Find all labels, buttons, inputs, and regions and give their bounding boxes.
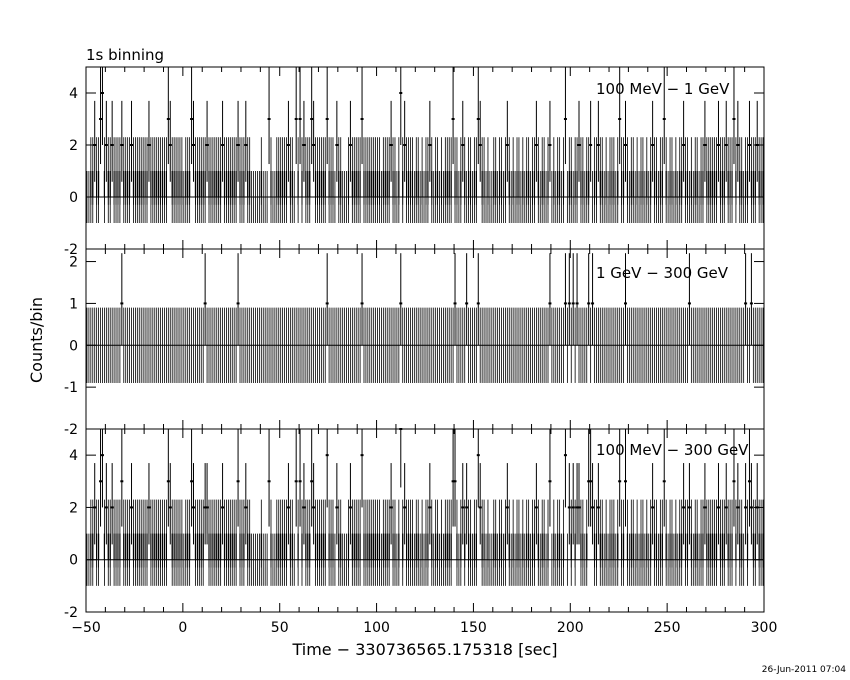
x-tick-label: 200 — [557, 620, 584, 636]
x-tick-label: −50 — [71, 620, 101, 636]
panel-1: -2 -1 0 1 2 1 GeV − 300 GeV — [64, 248, 765, 438]
panel-0-x-ticks — [85, 67, 765, 249]
y-tick-label: -2 — [64, 242, 78, 258]
panel-2: -2 0 2 4 100 MeV − 300 GeV — [64, 428, 765, 621]
x-tick-label: 100 — [363, 620, 390, 636]
y-tick-label: 1 — [69, 296, 78, 312]
panel-2-frame — [85, 428, 765, 613]
y-tick-label: 4 — [69, 86, 78, 102]
panel-1-energy-label: 1 GeV − 300 GeV — [596, 264, 729, 282]
y-tick-label: -2 — [64, 422, 78, 438]
y-tick-label: 2 — [69, 255, 78, 271]
x-axis-label: Time − 330736565.175318 [sec] — [291, 640, 557, 659]
y-tick-label: -2 — [64, 605, 78, 621]
panel-2-x-ticks — [85, 429, 765, 612]
panel-0-energy-label: 100 MeV − 1 GeV — [596, 80, 730, 98]
y-tick-label: 4 — [69, 448, 78, 464]
panel-1-x-ticks — [85, 249, 765, 429]
timestamp-text: 26-Jun-2011 07:04 — [762, 665, 846, 675]
x-tick-label: 50 — [271, 620, 289, 636]
y-axis-label: Counts/bin — [27, 297, 46, 383]
y-tick-label: 2 — [69, 500, 78, 516]
x-tick-label: 150 — [460, 620, 487, 636]
x-tick-label: 300 — [751, 620, 778, 636]
y-tick-label: 0 — [69, 553, 78, 569]
panel-0-marks — [86, 67, 764, 223]
chart-title: 1s binning — [86, 46, 164, 64]
x-tick-label: 0 — [178, 620, 187, 636]
y-tick-label: -1 — [64, 380, 78, 396]
x-tick-label: 250 — [654, 620, 681, 636]
panel-2-energy-label: 100 MeV − 300 GeV — [596, 441, 749, 459]
x-axis-tick-labels: −50 0 50 100 150 200 250 300 — [71, 620, 777, 636]
y-tick-label: 0 — [69, 338, 78, 354]
panel-2-y-ticks: -2 0 2 4 — [64, 448, 764, 621]
panel-0: -2 0 2 4 100 MeV − 1 GeV — [64, 66, 765, 258]
y-tick-label: 0 — [69, 190, 78, 206]
y-tick-label: 2 — [69, 138, 78, 154]
panel-2-marks — [86, 428, 764, 586]
panel-1-marks — [86, 253, 764, 383]
